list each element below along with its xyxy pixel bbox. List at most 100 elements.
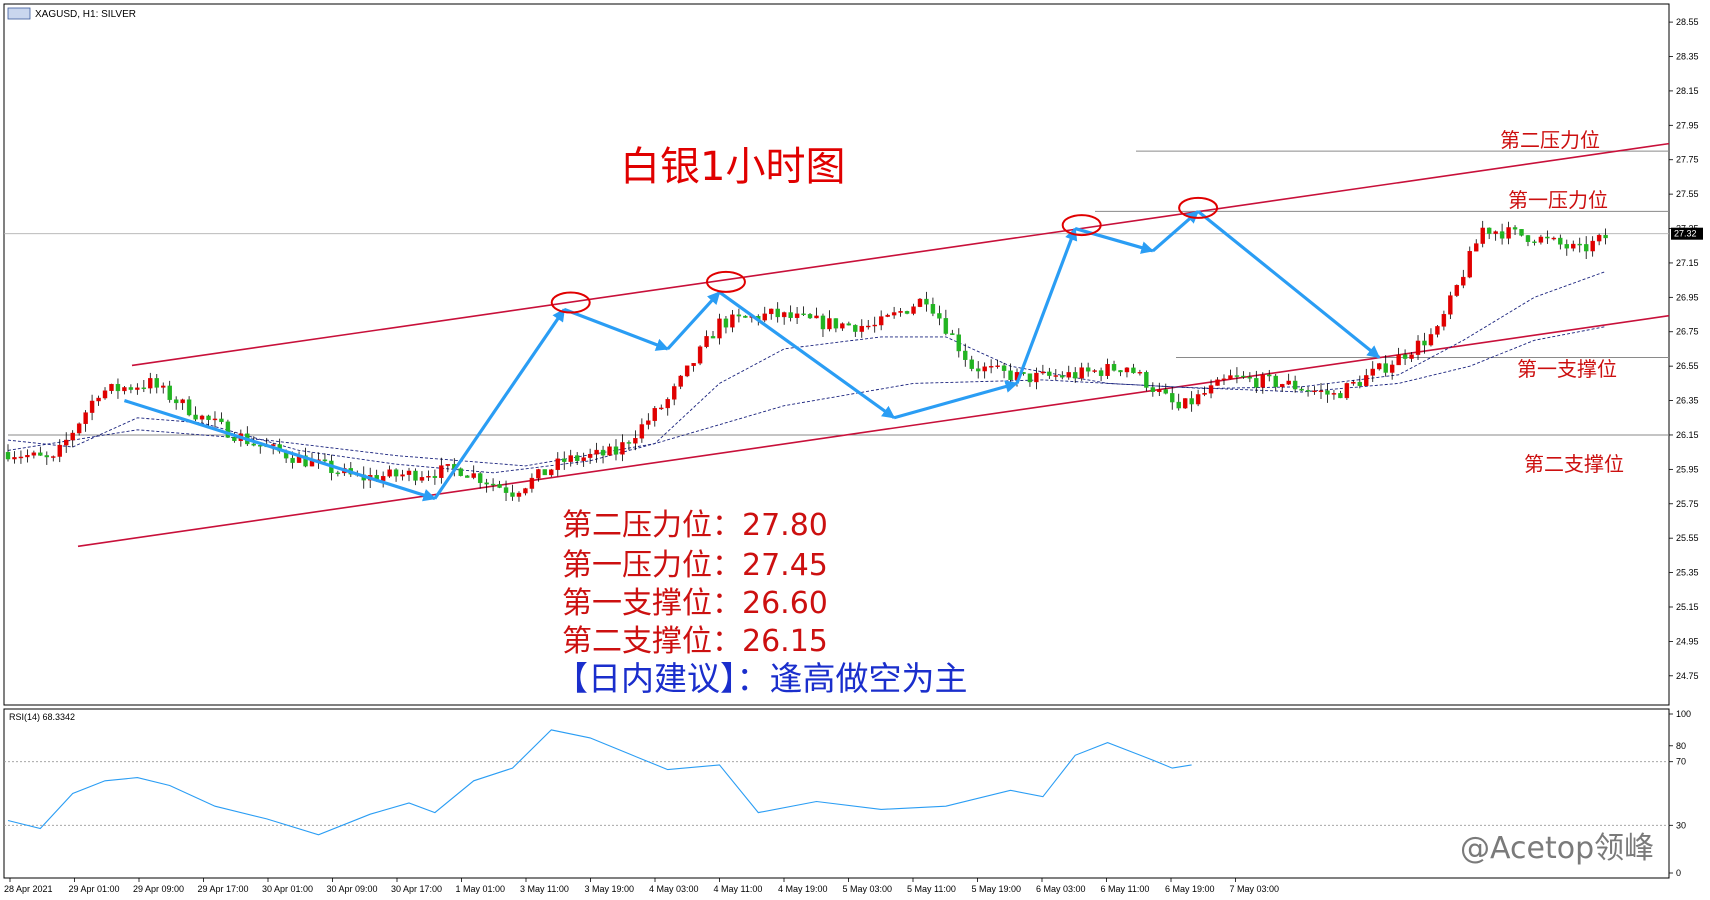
candle-down	[322, 459, 328, 462]
candle-up	[1331, 393, 1337, 395]
candle-up	[109, 383, 114, 391]
candle-up	[1318, 390, 1324, 392]
candle-down	[1499, 231, 1505, 239]
candle-down	[193, 414, 198, 420]
price-tick-label: 28.15	[1676, 86, 1699, 96]
candle-up	[1590, 240, 1595, 252]
candle-down	[1267, 374, 1272, 377]
candle-down	[1577, 243, 1582, 246]
candle-down	[225, 421, 231, 438]
candle-up	[872, 324, 877, 327]
candle-up	[83, 412, 88, 424]
candle-up	[51, 456, 56, 458]
candle-up	[1040, 371, 1046, 374]
candle-up	[199, 415, 205, 420]
candle-up	[1105, 364, 1110, 376]
candle-up	[652, 408, 657, 421]
candle-up	[1208, 385, 1214, 394]
candle-down	[5, 451, 11, 460]
candle-up	[1415, 340, 1421, 355]
candle-up	[1409, 354, 1414, 359]
candle-down	[1027, 373, 1033, 383]
channel-lines	[77, 142, 1670, 548]
candle-down	[1299, 388, 1304, 391]
candle-down	[432, 476, 438, 478]
trend-arrow	[1197, 210, 1381, 359]
candle-down	[1247, 376, 1253, 379]
price-tick-label: 26.35	[1676, 396, 1699, 406]
candle-down	[1111, 364, 1117, 371]
advice-text: 【日内建议】：逢高做空为主	[555, 659, 968, 698]
candle-down	[510, 492, 515, 497]
candle-down	[497, 484, 502, 488]
candle-up	[762, 313, 767, 321]
candle-up	[717, 318, 722, 339]
candle-down	[924, 298, 929, 305]
candle-down	[335, 472, 341, 475]
candle-up	[866, 325, 871, 328]
level-label: 第二压力位	[1500, 128, 1600, 152]
candle-up	[1312, 390, 1317, 393]
candle-up	[523, 488, 528, 494]
candle-up	[1506, 227, 1511, 239]
candle-down	[38, 452, 43, 456]
candle-up	[659, 407, 664, 410]
candle-down	[290, 457, 295, 463]
candle-down	[710, 336, 716, 339]
price-tick-label: 28.35	[1676, 52, 1699, 62]
level-line-1: 第二压力位：27.80	[562, 508, 828, 543]
time-axis: 28 Apr 2021 29 Apr 01:00 29 Apr 09:00 29 Ap…	[4, 878, 1279, 894]
candle-up	[1260, 374, 1265, 388]
candle-up	[1195, 394, 1201, 405]
chart-window-icon[interactable]	[7, 7, 31, 20]
candle-down	[173, 399, 179, 404]
price-tick-label: 26.95	[1676, 292, 1699, 302]
candle-up	[1066, 372, 1071, 378]
candle-up	[665, 399, 670, 409]
candle-up	[1571, 243, 1576, 249]
candle-up	[57, 444, 62, 457]
trend-arrow	[666, 291, 721, 351]
price-tick-label: 27.75	[1676, 155, 1699, 165]
candle-down	[167, 385, 172, 400]
time-tick-label: 6 May 19:00	[1165, 884, 1215, 894]
level-line-4: 第二支撑位：26.15	[562, 624, 828, 659]
candle-up	[549, 469, 554, 476]
candle-down	[1131, 367, 1136, 374]
candle-down	[303, 455, 308, 467]
trend-arrow	[123, 399, 437, 502]
candle-up	[1596, 234, 1602, 242]
candle-down	[943, 318, 949, 334]
candle-up	[102, 390, 108, 399]
candle-up	[581, 457, 586, 461]
candle-down	[232, 437, 237, 441]
candle-up	[64, 439, 69, 446]
rsi-plot-frame	[3, 708, 1670, 879]
candle-down	[613, 446, 619, 455]
price-tick-label: 28.55	[1676, 17, 1699, 27]
price-tick-label: 25.95	[1676, 464, 1699, 474]
channel-lower	[77, 314, 1670, 548]
candle-up	[1441, 314, 1447, 327]
candle-up	[1396, 354, 1401, 366]
candle-up	[70, 432, 75, 441]
candle-down	[206, 415, 211, 420]
candle-down	[1254, 378, 1259, 388]
level-line-2: 第一压力位：27.45	[562, 548, 828, 583]
candle-down	[1357, 381, 1363, 386]
candle-up	[31, 452, 37, 456]
candle-up	[419, 477, 425, 481]
time-tick-label: 30 Apr 09:00	[327, 884, 378, 894]
trend-arrow	[433, 308, 566, 500]
candle-up	[587, 453, 593, 458]
candle-down	[1532, 241, 1537, 243]
trend-arrow	[563, 307, 669, 351]
candle-up	[1474, 243, 1479, 252]
candle-up	[678, 375, 683, 387]
candle-down	[574, 455, 580, 461]
candle-down	[1383, 363, 1388, 373]
candle-up	[794, 313, 800, 318]
candle-up	[646, 420, 651, 425]
candle-down	[775, 308, 780, 318]
